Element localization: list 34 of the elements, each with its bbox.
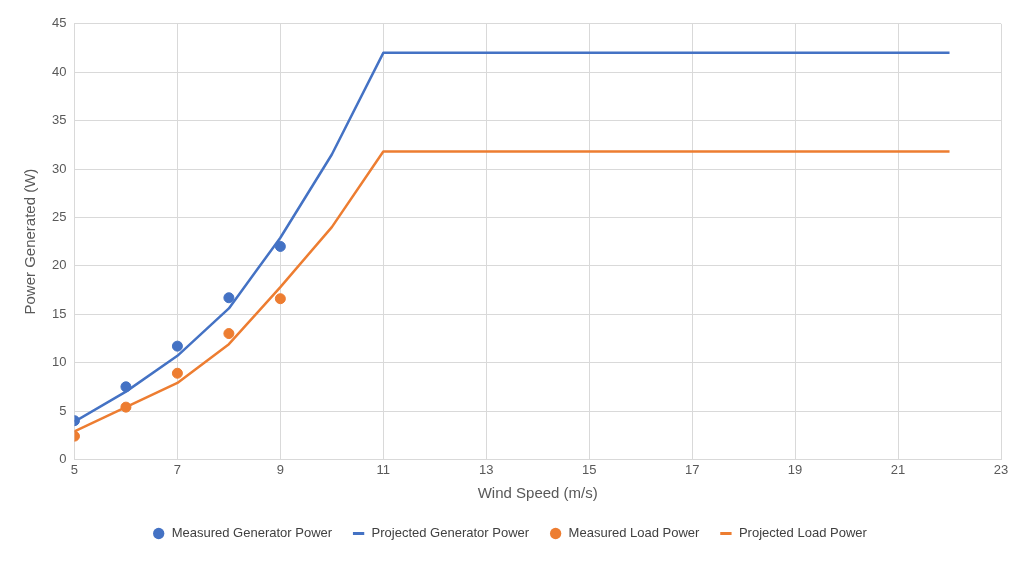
y-tick-label: 30	[51, 160, 67, 176]
x-axis-title: Wind Speed (m/s)	[477, 484, 598, 502]
y-axis-title: Power Generated (W)	[21, 168, 39, 315]
y-tick-label: 40	[51, 63, 67, 79]
y-tick-label: 5	[59, 402, 67, 418]
y-tick-label: 45	[51, 15, 67, 31]
legend-label: Projected Load Power	[738, 525, 868, 541]
point	[120, 381, 132, 393]
x-tick-label: 5	[70, 461, 79, 477]
point	[171, 340, 183, 352]
x-tick-label: 19	[787, 461, 803, 477]
point	[274, 293, 286, 305]
x-tick-label: 21	[890, 461, 906, 477]
x-tick-label: 15	[581, 461, 597, 477]
y-tick-label: 25	[51, 208, 67, 224]
x-tick-label: 7	[173, 461, 182, 477]
point	[171, 367, 183, 379]
x-tick-label: 13	[479, 461, 494, 477]
point	[120, 401, 132, 413]
y-tick-label: 0	[59, 450, 67, 466]
x-tick-label: 11	[376, 461, 391, 477]
y-tick-label: 15	[51, 305, 67, 321]
point	[223, 292, 235, 304]
y-tick-label: 10	[51, 354, 67, 370]
x-tick-label: 9	[276, 461, 284, 477]
x-tick-label: 17	[684, 461, 700, 477]
x-tick-label: 23	[993, 461, 1009, 477]
legend-label: Measured Generator Power	[171, 525, 333, 541]
legend-label: Projected Generator Power	[371, 525, 530, 541]
legend-label: Measured Load Power	[568, 525, 701, 541]
point	[274, 240, 286, 252]
y-tick-label: 20	[51, 257, 67, 273]
y-tick-label: 35	[51, 112, 67, 128]
point	[223, 328, 235, 340]
